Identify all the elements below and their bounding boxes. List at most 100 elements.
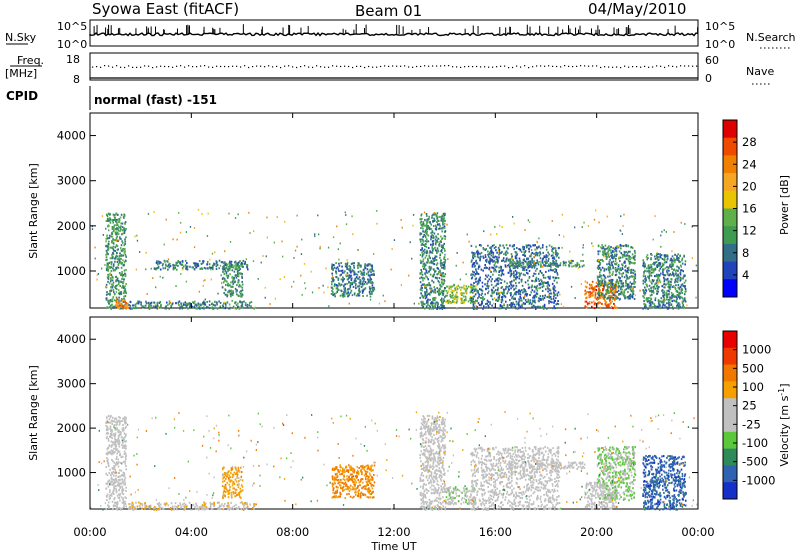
data-point (186, 306, 188, 309)
data-point (538, 254, 541, 257)
data-point (476, 307, 478, 310)
data-point (675, 300, 678, 303)
data-point (162, 262, 164, 265)
data-point (497, 291, 499, 293)
data-point (623, 290, 625, 293)
data-point (105, 245, 107, 248)
data-point (421, 248, 424, 251)
data-point (482, 299, 484, 302)
data-point (660, 245, 662, 248)
data-point (110, 241, 113, 244)
data-point (159, 275, 161, 278)
data-point (195, 304, 198, 307)
data-point (634, 286, 636, 288)
data-point (499, 224, 501, 227)
data-point (504, 251, 507, 254)
data-point (424, 224, 426, 227)
data-point (604, 281, 607, 284)
data-point (494, 266, 497, 269)
data-point (553, 285, 555, 288)
data-point (437, 301, 439, 304)
data-point (436, 216, 439, 219)
data-point (678, 275, 680, 278)
data-point (657, 281, 659, 283)
data-point (438, 306, 441, 309)
data-point (455, 264, 457, 267)
data-point (474, 274, 476, 277)
data-point (510, 284, 513, 287)
data-point (650, 286, 653, 289)
data-point (129, 307, 132, 310)
data-point (343, 271, 345, 274)
data-point (203, 301, 205, 304)
data-point (353, 279, 356, 282)
data-point (473, 265, 476, 268)
data-point (340, 278, 343, 281)
data-point (653, 261, 655, 264)
data-point (362, 289, 364, 292)
data-point (512, 306, 515, 309)
data-point (614, 306, 616, 309)
data-point (371, 292, 373, 295)
freq-dot (672, 65, 674, 67)
data-point (179, 262, 181, 265)
data-point (495, 246, 497, 249)
data-point (510, 270, 512, 273)
data-point (422, 253, 425, 256)
data-point (116, 221, 118, 224)
data-point (443, 298, 445, 301)
data-point (486, 302, 488, 305)
data-point (510, 273, 512, 276)
data-point (469, 299, 472, 302)
data-point (478, 304, 481, 306)
data-point (235, 307, 238, 310)
data-point (666, 269, 668, 272)
data-point (114, 257, 117, 260)
data-point (244, 261, 246, 264)
data-point (245, 264, 248, 267)
data-point (503, 294, 506, 297)
data-point (440, 266, 443, 269)
data-point (647, 265, 650, 268)
data-point (443, 275, 446, 278)
data-point (426, 230, 428, 233)
data-point (425, 243, 427, 245)
data-point (502, 294, 505, 297)
data-point (123, 251, 126, 254)
data-point (680, 277, 682, 280)
data-point (627, 245, 630, 248)
data-point (535, 276, 538, 279)
data-point (554, 286, 556, 289)
data-point (512, 244, 514, 247)
data-point (485, 288, 487, 291)
data-point (611, 292, 614, 295)
data-point (507, 288, 510, 291)
data-point (609, 258, 611, 261)
data-point (172, 238, 174, 241)
data-point (469, 291, 472, 294)
data-point (353, 266, 355, 269)
data-point (480, 288, 483, 291)
data-point (339, 274, 341, 277)
data-point (344, 283, 346, 286)
data-point (358, 262, 360, 265)
data-point (108, 234, 111, 237)
data-point (502, 257, 505, 260)
data-point (612, 267, 614, 270)
data-point (189, 304, 191, 307)
data-point (454, 295, 456, 298)
data-point (473, 308, 475, 310)
data-point (434, 246, 436, 249)
data-point (472, 257, 475, 260)
data-point (595, 297, 598, 300)
data-point (431, 260, 434, 263)
data-point (471, 251, 473, 254)
data-point (467, 300, 470, 303)
freq-dot (692, 65, 694, 67)
data-point (347, 295, 349, 298)
data-point (119, 237, 121, 240)
data-point (670, 295, 673, 298)
data-point (667, 298, 670, 301)
data-point (422, 302, 425, 305)
data-point (196, 265, 199, 268)
